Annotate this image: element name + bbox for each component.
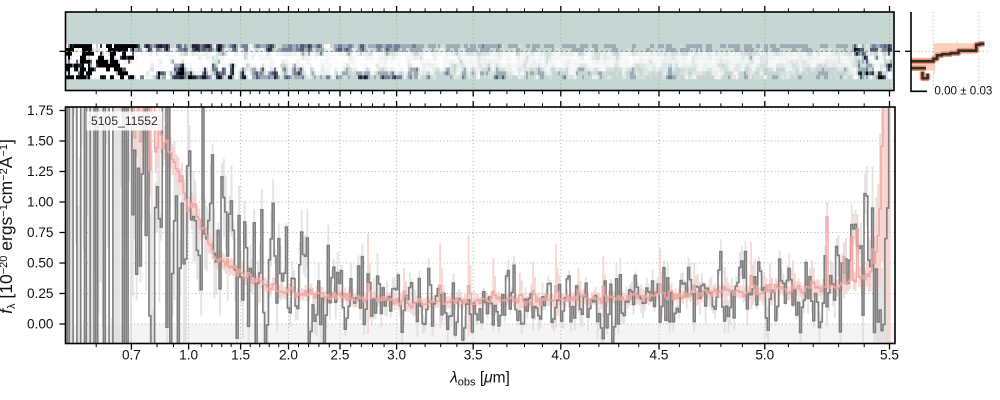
svg-text:1.50: 1.50 [27, 134, 54, 149]
svg-text:0.7: 0.7 [122, 348, 141, 363]
svg-text:0.00 ± 0.03: 0.00 ± 0.03 [934, 85, 992, 98]
svg-text:5.5: 5.5 [880, 348, 899, 363]
svg-text:0.75: 0.75 [27, 225, 53, 240]
svg-text:4.5: 4.5 [650, 348, 669, 363]
svg-text:5.0: 5.0 [755, 348, 774, 363]
svg-text:2.0: 2.0 [279, 348, 298, 363]
svg-text:1.00: 1.00 [27, 195, 54, 210]
svg-text:1.5: 1.5 [231, 348, 250, 363]
svg-text:3.0: 3.0 [387, 348, 406, 363]
svg-text:4.0: 4.0 [551, 348, 570, 363]
svg-text:2.5: 2.5 [331, 348, 350, 363]
svg-text:3.5: 3.5 [464, 348, 483, 363]
svg-text:0.25: 0.25 [27, 286, 53, 301]
svg-text:1.0: 1.0 [179, 348, 198, 363]
svg-text:1.25: 1.25 [27, 164, 53, 179]
svg-text:0.00: 0.00 [27, 317, 54, 332]
svg-text:fλ [10−20 ergs−1cm−2Å−1]: fλ [10−20 ergs−1cm−2Å−1] [0, 139, 18, 314]
svg-text:λobs [μm]: λobs [μm] [449, 370, 510, 389]
svg-text:1.75: 1.75 [27, 103, 53, 118]
svg-text:5105_11552: 5105_11552 [91, 114, 158, 128]
svg-text:0.50: 0.50 [27, 256, 54, 271]
